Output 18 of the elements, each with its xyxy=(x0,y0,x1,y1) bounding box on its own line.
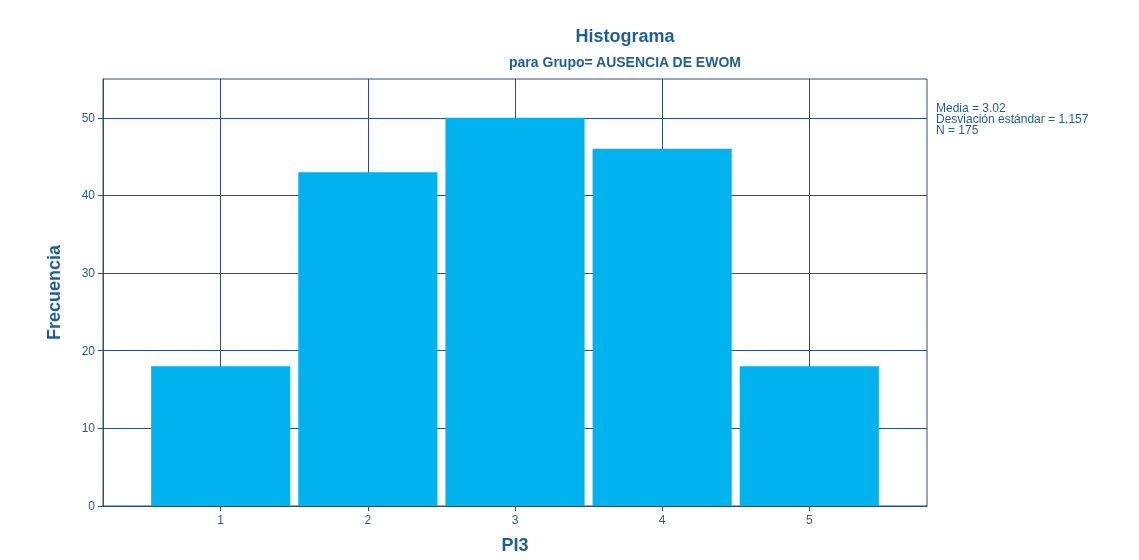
y-tick-label: 10 xyxy=(81,421,96,436)
y-tick-label: 50 xyxy=(81,110,96,125)
y-tick-label: 0 xyxy=(88,499,96,513)
y-tick-label: 30 xyxy=(81,266,96,281)
x-tick-label: 2 xyxy=(364,513,372,527)
x-tick-label: 3 xyxy=(511,513,519,527)
text: N = 175 xyxy=(936,123,979,137)
text: Media = 3.02 xyxy=(936,101,1007,115)
chart-subtitle: para Grupo= AUSENCIA DE EWOM xyxy=(509,54,741,70)
y-axis-title: Frecuencia xyxy=(44,243,64,341)
text: Desviación estándar = 1.157 xyxy=(936,112,1089,126)
chart-title: Histograma xyxy=(575,26,676,46)
y-tick-label: 20 xyxy=(81,343,96,358)
x-axis-title: PI3 xyxy=(501,535,529,555)
x-tick-label: 4 xyxy=(658,513,666,527)
y-tick-label: 40 xyxy=(81,188,96,203)
x-tick-label: 5 xyxy=(805,513,813,527)
x-tick-label: 1 xyxy=(217,513,225,527)
